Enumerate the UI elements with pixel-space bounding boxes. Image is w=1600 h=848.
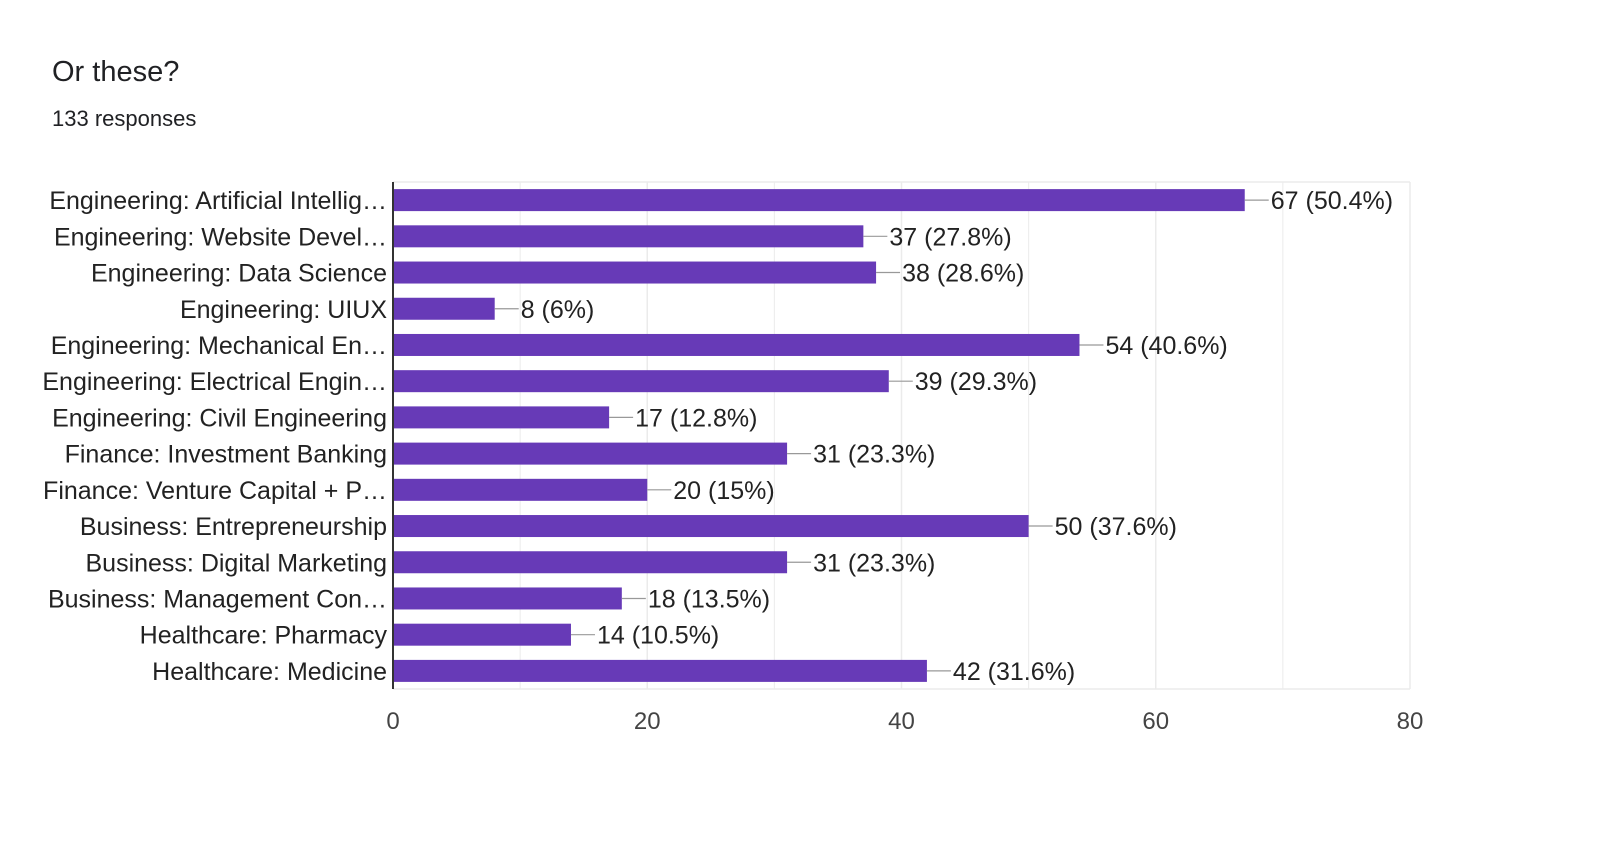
bar [393,478,648,501]
category-label: Finance: Investment Banking [65,441,387,469]
category-label: Engineering: Website Devel… [54,223,387,251]
bar [393,189,1245,212]
bar [393,515,1029,538]
bar [393,659,927,682]
bar [393,261,877,284]
category-label: Business: Management Con… [48,585,387,613]
bar [393,225,864,248]
category-label: Engineering: Civil Engineering [52,404,387,432]
category-label: Business: Entrepreneurship [80,513,387,541]
category-label: Engineering: Mechanical En… [51,332,387,360]
x-tick-label: 40 [888,708,915,735]
category-label: Healthcare: Pharmacy [140,622,388,650]
data-label: 37 (27.8%) [889,223,1011,251]
chart-title: Or these? [52,56,180,88]
data-label: 20 (15%) [673,477,774,505]
category-label: Engineering: Electrical Engin… [42,368,387,396]
x-tick-label: 80 [1397,708,1424,735]
category-label: Engineering: UIUX [180,296,387,324]
bar [393,442,788,465]
bar [393,370,889,393]
category-label: Business: Digital Marketing [85,549,387,577]
x-tick-label: 60 [1142,708,1169,735]
bar [393,297,495,320]
bar [393,333,1080,356]
response-count: 133 responses [52,106,197,131]
data-label: 14 (10.5%) [597,622,719,650]
bar [393,587,622,610]
data-label: 54 (40.6%) [1105,332,1227,360]
category-label: Finance: Venture Capital + P… [43,477,387,505]
x-tick-label: 20 [634,708,661,735]
bar [393,406,610,429]
data-label: 39 (29.3%) [915,368,1037,396]
category-label: Engineering: Data Science [91,260,387,288]
bar [393,551,788,574]
data-label: 67 (50.4%) [1271,187,1393,215]
data-label: 8 (6%) [521,296,595,324]
data-label: 31 (23.3%) [813,549,935,577]
data-label: 17 (12.8%) [635,404,757,432]
data-label: 38 (28.6%) [902,260,1024,288]
x-tick-label: 0 [386,708,399,735]
data-label: 50 (37.6%) [1055,513,1177,541]
data-label: 18 (13.5%) [648,585,770,613]
category-label: Engineering: Artificial Intellig… [49,187,387,215]
data-label: 31 (23.3%) [813,441,935,469]
bar [393,623,571,646]
data-label: 42 (31.6%) [953,658,1075,686]
category-label: Healthcare: Medicine [152,658,387,686]
